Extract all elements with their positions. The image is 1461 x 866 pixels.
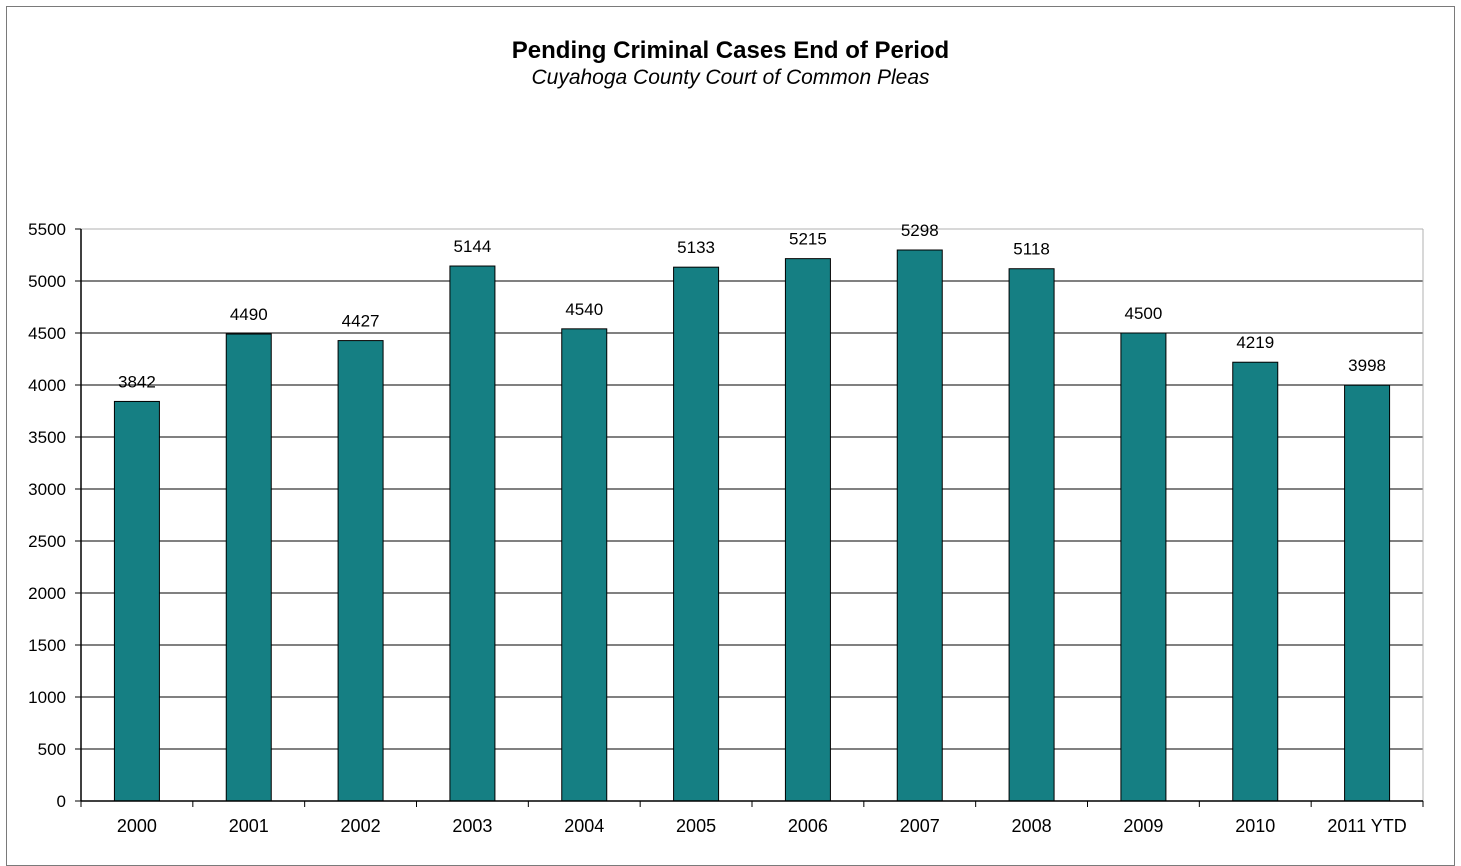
- y-tick-label: 3000: [28, 480, 66, 499]
- x-tick-label: 2009: [1123, 816, 1163, 836]
- y-tick-label: 4500: [28, 324, 66, 343]
- data-label: 4500: [1125, 304, 1163, 323]
- data-label: 5144: [454, 237, 492, 256]
- x-tick-label: 2008: [1012, 816, 1052, 836]
- bar: [1344, 384, 1391, 802]
- chart-title: Pending Criminal Cases End of Period: [511, 37, 950, 64]
- bar: [449, 265, 496, 802]
- data-label: 5133: [677, 238, 715, 257]
- y-tick-label: 5000: [28, 272, 66, 291]
- data-label: 4540: [565, 300, 603, 319]
- data-label: 4427: [342, 312, 380, 331]
- x-tick-label: 2000: [117, 816, 157, 836]
- bar: [561, 328, 608, 802]
- x-tick-label: 2004: [564, 816, 604, 836]
- bar: [337, 340, 384, 802]
- x-tick-label: 2010: [1235, 816, 1275, 836]
- plot-area: [81, 229, 1423, 801]
- bar: [673, 266, 720, 802]
- x-tick-label: 2011 YTD: [1327, 816, 1406, 836]
- y-tick-label: 2000: [28, 584, 66, 603]
- y-tick-label: 5500: [28, 220, 66, 239]
- bar: [225, 333, 272, 802]
- x-tick-label: 2005: [676, 816, 716, 836]
- y-tick-label: 500: [38, 740, 66, 759]
- y-tick-label: 0: [57, 792, 66, 811]
- data-label: 4219: [1236, 333, 1274, 352]
- data-label: 4490: [230, 305, 268, 324]
- bar: [113, 400, 160, 802]
- data-label: 5118: [1013, 240, 1050, 259]
- bar: [784, 258, 831, 802]
- data-label: 3998: [1348, 356, 1386, 375]
- y-tick-label: 4000: [28, 376, 66, 395]
- chart-subtitle: Cuyahoga County Court of Common Pleas: [531, 66, 930, 89]
- x-tick-label: 2002: [341, 816, 381, 836]
- y-tick-label: 2500: [28, 532, 66, 551]
- data-label: 5298: [901, 221, 939, 240]
- y-tick-label: 1000: [28, 688, 66, 707]
- y-tick-label: 3500: [28, 428, 66, 447]
- x-tick-label: 2006: [788, 816, 828, 836]
- x-tick-label: 2001: [229, 816, 269, 836]
- bar: [1232, 361, 1279, 802]
- bar: [1008, 268, 1055, 802]
- data-label: 3842: [118, 372, 156, 391]
- x-tick-label: 2003: [452, 816, 492, 836]
- y-tick-label: 1500: [28, 636, 66, 655]
- data-label: 5215: [789, 230, 827, 249]
- bar: [896, 249, 943, 802]
- bar: [1120, 332, 1167, 802]
- x-tick-label: 2007: [900, 816, 940, 836]
